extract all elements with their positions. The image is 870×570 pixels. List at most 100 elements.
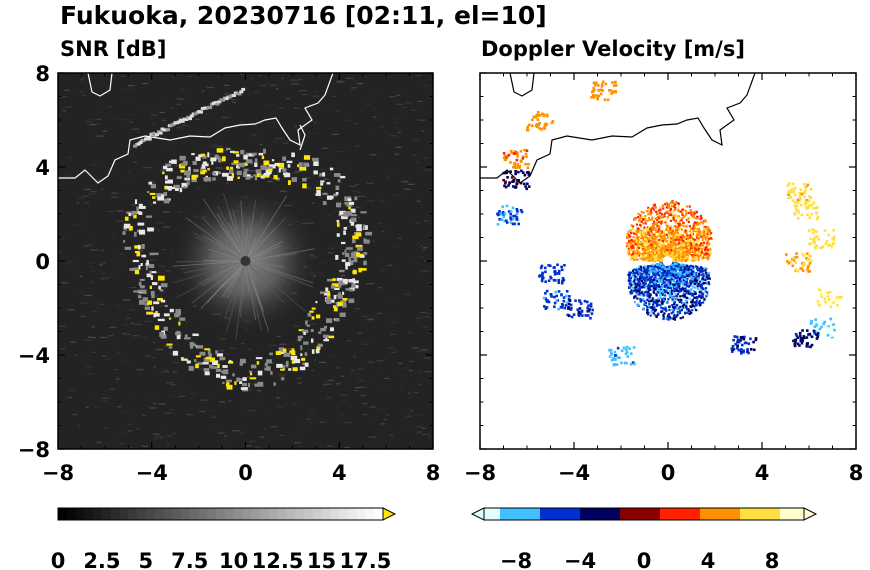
snr-coast-echo [217,100,222,104]
snr-coast-echo [155,133,159,137]
snr-noise-speck [328,319,337,321]
snr-noise-speck [159,111,165,114]
snr-echo-cell [183,186,187,189]
snr-noise-speck [200,399,208,401]
doppler-cell-receding [701,292,704,295]
doppler-cell-approaching [648,212,651,215]
snr-echo-cell [283,352,291,357]
doppler-ring-cell [546,299,550,302]
doppler-cell-receding [682,301,685,304]
snr-echo-cell [128,225,133,231]
doppler-cell-receding [648,295,651,298]
doppler-cell-approaching [641,244,644,248]
doppler-cell-approaching [660,237,663,240]
snr-noise-speck [359,144,364,146]
doppler-cell-receding [671,296,675,299]
doppler-cell-approaching [709,248,712,251]
snr-noise-speck [241,154,244,156]
snr-noise-speck [77,292,86,295]
snr-echo-cell [134,250,140,254]
snr-noise-speck [60,237,63,239]
doppler-cell-receding [683,273,686,276]
snr-coast-echo [239,90,244,94]
snr-noise-speck [315,380,322,382]
snr-xtick-label: −8 [42,461,74,485]
snr-coast-echo [221,98,225,102]
doppler-cell-approaching [707,237,711,240]
doppler-cell-receding [667,298,670,301]
doppler-cell-receding [648,303,651,306]
doppler-cell-approaching [692,243,695,246]
snr-noise-speck [201,90,205,92]
doppler-ring-cell [586,306,589,310]
snr-coast-echo [213,101,218,105]
doppler-cell-receding [672,284,675,288]
snr-noise-speck [340,274,346,277]
snr-noise-speck [96,118,102,120]
snr-echo-cell [312,157,319,161]
snr-noise-speck [241,407,248,409]
snr-noise-speck [100,336,108,339]
snr-noise-speck [152,299,158,301]
snr-noise-speck [89,212,93,214]
snr-noise-speck [343,446,351,449]
snr-noise-speck [162,226,170,228]
snr-echo-ring [122,87,373,392]
snr-echo-cell [313,170,318,175]
doppler-ring-cell [525,187,529,191]
doppler-cell-approaching [682,235,686,238]
doppler-cell-receding [632,271,635,275]
doppler-cell-receding [699,301,703,305]
snr-echo-cell [273,174,278,180]
snr-noise-speck [153,348,160,350]
doppler-cell-approaching [627,230,630,233]
doppler-cell-approaching [706,239,709,243]
doppler-cell-receding [705,282,709,285]
doppler-cell-receding [684,282,687,285]
snr-noise-speck [224,84,230,86]
doppler-cell-receding [683,283,686,286]
snr-noise-speck [249,440,256,442]
doppler-cell-approaching [683,241,686,244]
doppler-cell-approaching [678,222,681,226]
snr-echo-cell [149,270,152,275]
snr-noise-speck [260,105,263,107]
doppler-ring-cell [511,180,514,184]
snr-echo-cell [350,214,357,217]
doppler-cell-approaching [709,252,712,255]
snr-echo-cell [303,331,306,335]
doppler-cell-approaching [676,231,679,234]
snr-noise-speck [84,201,90,204]
doppler-cell-approaching [695,221,698,224]
doppler-cell-receding [639,275,643,278]
doppler-cell-approaching [669,207,673,211]
doppler-cell-approaching [636,241,639,244]
doppler-cell-receding [629,279,632,282]
doppler-cell-approaching [655,242,658,246]
snr-ytick-label: 8 [35,62,50,86]
snr-echo-cell [240,387,248,390]
doppler-cell-approaching [674,229,677,233]
doppler-cell-receding [653,278,656,281]
snr-echo-cell [212,177,216,181]
doppler-cell-approaching [662,243,665,246]
snr-noise-speck [102,277,108,279]
doppler-cell-receding [685,273,688,276]
doppler-cell-approaching [679,246,682,249]
snr-echo-cell [278,167,281,173]
doppler-cell-receding [661,297,664,301]
snr-noise-speck [357,216,360,218]
doppler-cell-receding [673,262,676,266]
snr-noise-speck [132,240,139,242]
doppler-cell-receding [643,268,646,271]
snr-echo-cell [242,377,247,381]
snr-noise-speck [375,416,379,418]
doppler-cell-receding [672,267,676,270]
snr-noise-speck [258,75,261,77]
snr-echo-cell [211,161,214,165]
doppler-cell-receding [669,266,672,269]
doppler-cell-approaching [706,248,709,251]
doppler-cell-approaching [669,230,673,233]
doppler-cell-receding [642,294,645,297]
doppler-cell-approaching [665,233,668,236]
